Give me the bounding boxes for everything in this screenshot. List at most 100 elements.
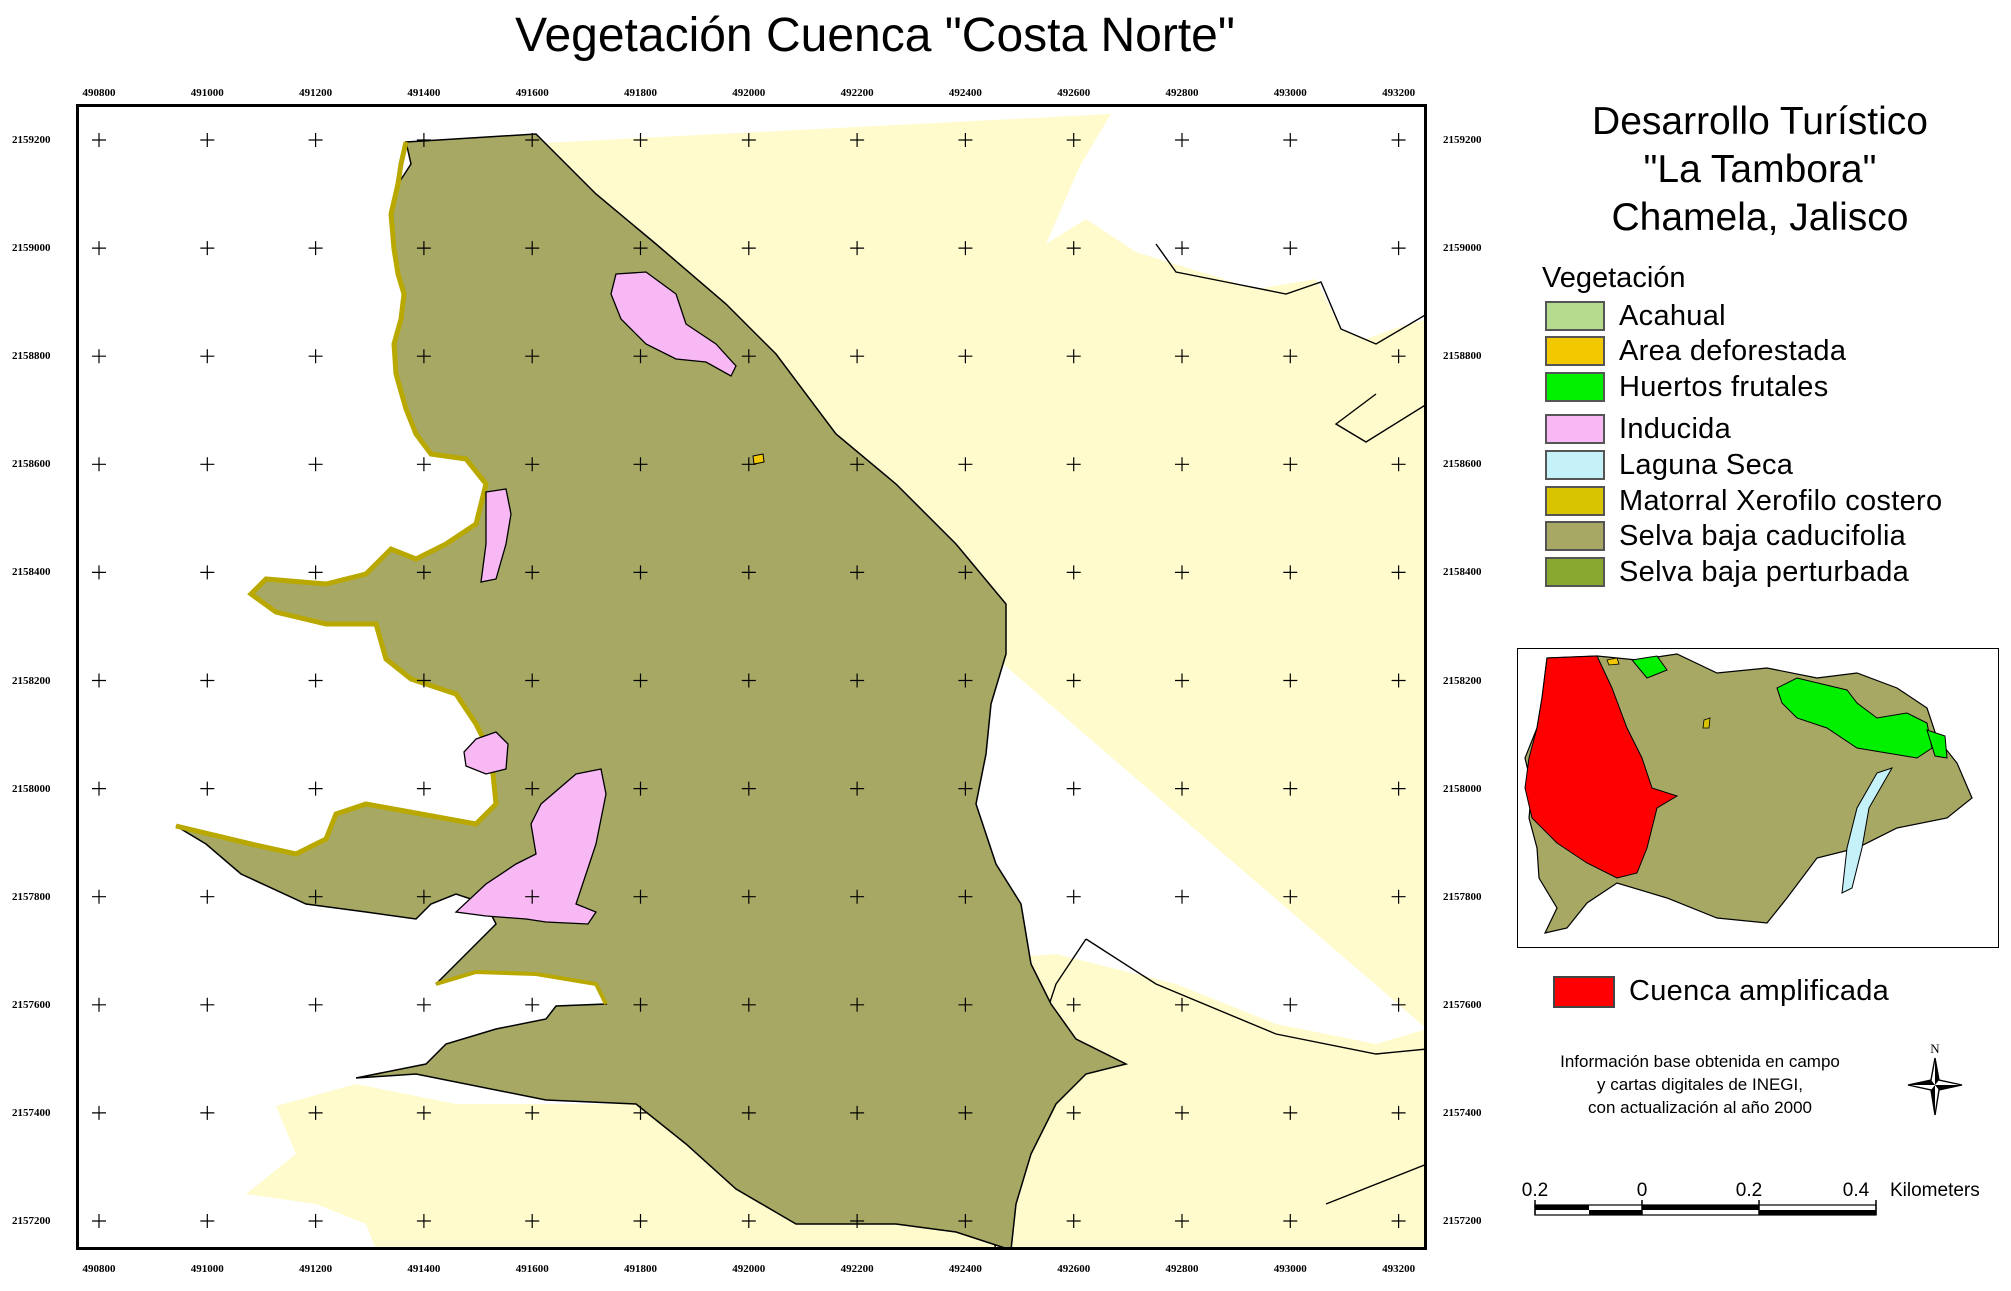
- project-line-2: "La Tambora": [1643, 148, 1877, 191]
- area-deforestada-spot: [752, 453, 765, 465]
- legend-item-matorral-xerofilo: Matorral Xerofilo costero: [1545, 483, 1942, 519]
- legend-label: Inducida: [1619, 412, 1732, 445]
- scale-label-3: 0.2: [1735, 1180, 1763, 1201]
- grid-cross: [958, 457, 973, 472]
- grid-crosses: [92, 133, 1406, 1228]
- grid-cross: [416, 781, 431, 796]
- grid-cross: [1066, 349, 1081, 364]
- x-tick-label-bottom: 491200: [299, 1263, 333, 1275]
- grid-cross: [741, 997, 756, 1012]
- grid-cross: [958, 1214, 973, 1228]
- y-tick-label-left: 2157600: [12, 998, 51, 1011]
- inset-area-deforestada: [1606, 657, 1620, 666]
- grid-cross: [1391, 457, 1406, 472]
- grid-cross: [850, 565, 865, 580]
- y-tick-label-right: 2158200: [1443, 674, 1482, 687]
- grid-cross: [1391, 673, 1406, 688]
- grid-cross: [1391, 241, 1406, 256]
- x-tick-label-top: 492600: [1057, 87, 1091, 99]
- grid-cross: [308, 457, 323, 472]
- grid-cross: [308, 1105, 323, 1120]
- legend-swatch: [1545, 521, 1605, 551]
- grid-cross: [308, 889, 323, 904]
- grid-cross: [525, 997, 540, 1012]
- grid-cross: [958, 133, 973, 147]
- grid-cross: [741, 457, 756, 472]
- grid-cross: [525, 1105, 540, 1120]
- legend-swatch: [1545, 450, 1605, 480]
- grid-cross: [525, 673, 540, 688]
- cuenca-swatch: [1553, 975, 1615, 1008]
- grid-cross: [741, 673, 756, 688]
- grid-cross: [200, 349, 215, 364]
- grid-cross: [525, 457, 540, 472]
- grid-cross: [850, 241, 865, 256]
- inducida-patch-small: [463, 731, 509, 775]
- grid-cross: [525, 781, 540, 796]
- grid-cross: [92, 133, 106, 147]
- grid-cross: [741, 889, 756, 904]
- source-line-1: Información base obtenida en campo: [1560, 1052, 1840, 1071]
- y-tick-label-left: 2158200: [12, 674, 51, 687]
- grid-cross: [633, 673, 648, 688]
- grid-cross: [633, 457, 648, 472]
- x-tick-label-bottom: 491600: [515, 1263, 549, 1275]
- grid-cross: [1175, 889, 1189, 904]
- grid-cross: [200, 997, 215, 1012]
- source-note: Información base obtenida en campo y car…: [1510, 1050, 1890, 1119]
- x-tick-label-bottom: 492800: [1165, 1263, 1199, 1275]
- grid-cross: [92, 241, 106, 256]
- y-tick-label-right: 2158000: [1443, 782, 1482, 795]
- grid-cross: [92, 349, 106, 364]
- grid-cross: [200, 1105, 215, 1120]
- legend-item-selva-baja-caducifolia: Selva baja caducifolia: [1545, 518, 1906, 554]
- legend-item-laguna-seca: Laguna Seca: [1545, 447, 1793, 483]
- grid-cross: [1175, 1105, 1189, 1120]
- y-tick-label-right: 2157800: [1443, 890, 1482, 903]
- grid-cross: [1066, 997, 1081, 1012]
- legend-label: Area deforestada: [1619, 334, 1847, 367]
- legend-item-inducida: Inducida: [1545, 411, 1731, 447]
- y-tick-label-left: 2157400: [12, 1106, 51, 1119]
- grid-cross: [741, 781, 756, 796]
- scale-units: Kilometers: [1890, 1180, 1980, 1201]
- grid-cross: [92, 1214, 106, 1228]
- boundary-line-sw: [1325, 1163, 1427, 1205]
- grid-cross: [92, 997, 106, 1012]
- source-line-3: con actualización al año 2000: [1588, 1098, 1812, 1117]
- inset-laguna-seca: [1841, 767, 1894, 894]
- x-tick-label-top: 491400: [407, 87, 441, 99]
- grid-cross: [200, 565, 215, 580]
- grid-cross: [92, 1105, 106, 1120]
- y-tick-label-right: 2158400: [1443, 566, 1482, 579]
- grid-cross: [1391, 349, 1406, 364]
- grid-cross: [633, 349, 648, 364]
- grid-cross: [1391, 997, 1406, 1012]
- x-tick-label-bottom: 491800: [624, 1263, 657, 1275]
- grid-cross: [308, 565, 323, 580]
- grid-cross: [1066, 673, 1081, 688]
- inset-huertos-frutales-b: [1631, 655, 1668, 679]
- legend-swatch: [1545, 301, 1605, 331]
- grid-cross: [850, 1214, 865, 1228]
- grid-cross: [1066, 1105, 1081, 1120]
- grid-cross: [525, 133, 540, 147]
- cuenca-label: Cuenca amplificada: [1629, 975, 1890, 1007]
- grid-cross: [850, 133, 865, 147]
- grid-cross: [741, 241, 756, 256]
- grid-cross: [958, 565, 973, 580]
- legend-item-huertos-frutales: Huertos frutales: [1545, 369, 1829, 405]
- grid-cross: [416, 565, 431, 580]
- grid-cross: [416, 673, 431, 688]
- legend-label: Huertos frutales: [1619, 370, 1829, 403]
- x-tick-label-top: 492400: [948, 87, 982, 99]
- grid-cross: [200, 673, 215, 688]
- grid-cross: [958, 673, 973, 688]
- project-title: Desarrollo Turístico "La Tambora" Chamel…: [1510, 98, 2010, 242]
- grid-cross: [1283, 781, 1298, 796]
- grid-cross: [1283, 673, 1298, 688]
- grid-cross: [1283, 565, 1298, 580]
- grid-cross: [308, 673, 323, 688]
- grid-cross: [1066, 133, 1081, 147]
- x-tick-label-top: 491200: [299, 87, 333, 99]
